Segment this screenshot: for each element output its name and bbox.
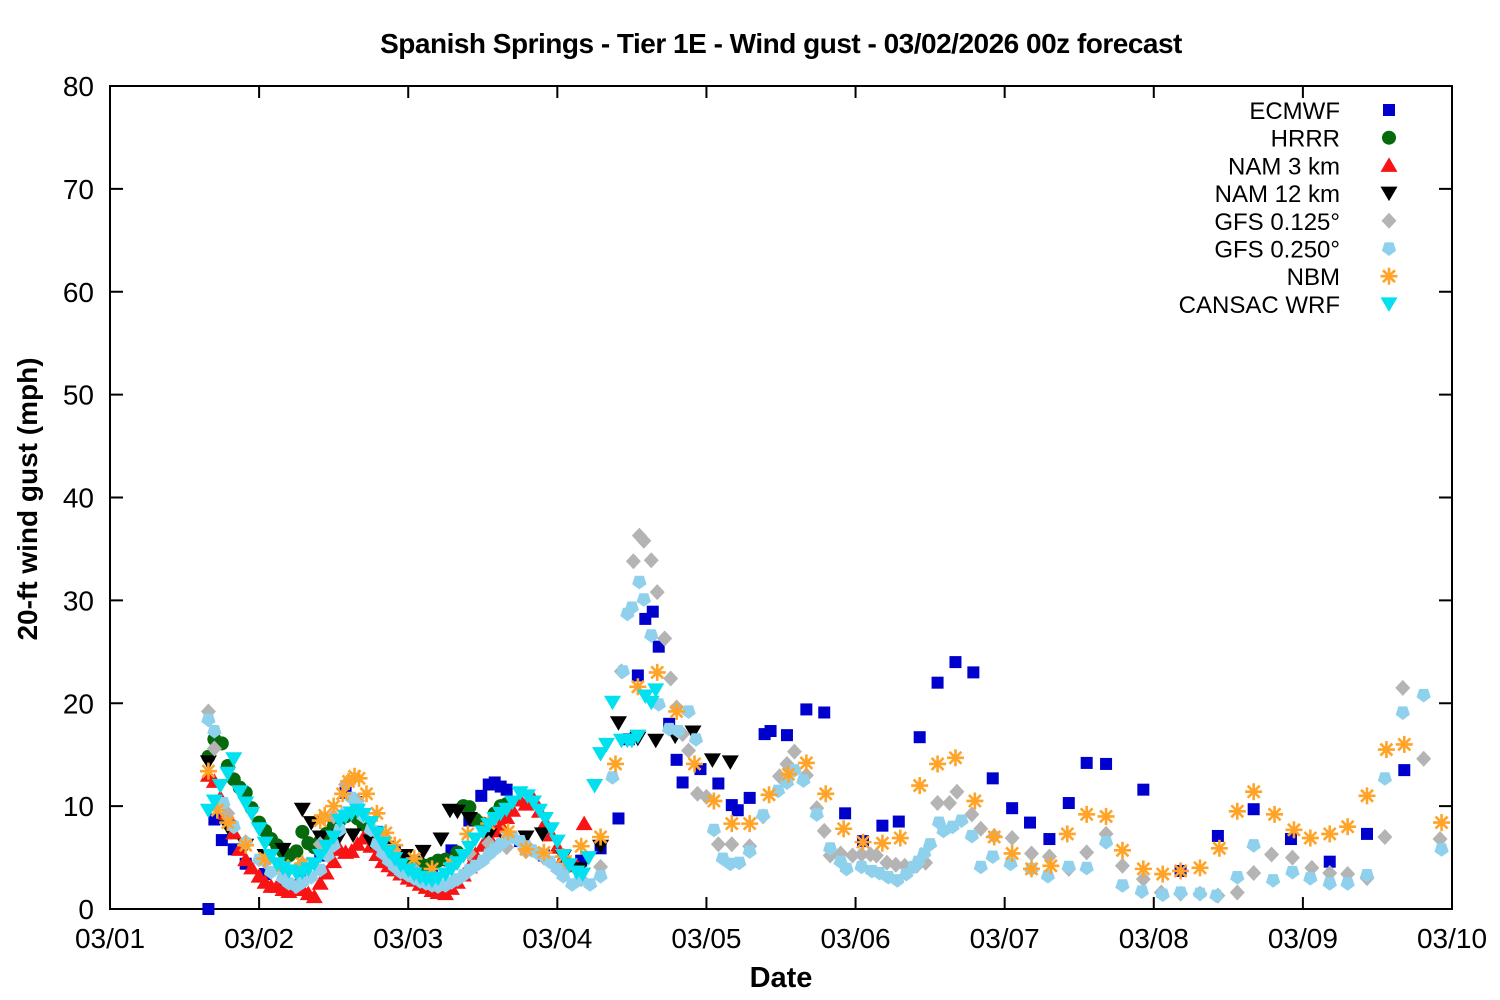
legend-marker-cansac-wrf <box>1380 297 1398 312</box>
legend-item-hrrr: HRRR <box>1271 126 1396 153</box>
legend-marker-hrrr <box>1382 130 1396 145</box>
y-tick-label: 50 <box>63 380 94 411</box>
legend-marker-ecmwf <box>1383 104 1395 116</box>
legend-label: NAM 3 km <box>1228 153 1340 180</box>
x-tick-label: 03/07 <box>970 923 1040 954</box>
series-nbm <box>199 663 1451 883</box>
legend-item-gfs-0-250: GFS 0.250° <box>1214 237 1397 264</box>
x-tick-label: 03/08 <box>1119 923 1189 954</box>
legend-item-ecmwf: ECMWF <box>1249 98 1395 125</box>
legend-label: CANSAC WRF <box>1179 292 1340 319</box>
legend-marker-nbm <box>1380 267 1398 285</box>
legend-item-cansac-wrf: CANSAC WRF <box>1179 292 1398 319</box>
legend-label: ECMWF <box>1249 98 1340 125</box>
legend-label: HRRR <box>1271 126 1340 153</box>
legend-label: GFS 0.250° <box>1214 237 1340 264</box>
legend-label: GFS 0.125° <box>1214 209 1340 236</box>
x-tick-label: 03/02 <box>224 923 294 954</box>
x-tick-label: 03/10 <box>1417 923 1487 954</box>
y-tick-label: 10 <box>63 791 94 822</box>
legend-marker-gfs-0-125 <box>1381 212 1397 229</box>
y-tick-label: 20 <box>63 688 94 719</box>
legend-item-nam-3-km: NAM 3 km <box>1228 153 1398 180</box>
y-tick-label: 60 <box>63 277 94 308</box>
x-tick-label: 03/03 <box>373 923 443 954</box>
y-tick-label: 40 <box>63 483 94 514</box>
x-tick-label: 03/05 <box>671 923 741 954</box>
x-axis-label: Date <box>749 962 813 994</box>
chart-title: Spanish Springs - Tier 1E - Wind gust - … <box>380 28 1182 59</box>
legend-item-nbm: NBM <box>1287 264 1398 291</box>
series-cansac-wrf <box>199 683 665 889</box>
x-tick-label: 03/01 <box>75 923 145 954</box>
legend-marker-nam-3-km <box>1380 157 1398 172</box>
legend-marker-nam-12-km <box>1380 186 1398 202</box>
legend-marker-gfs-0-250 <box>1381 242 1397 256</box>
x-tick-label: 03/06 <box>821 923 891 954</box>
legend-label: NBM <box>1287 264 1340 291</box>
y-tick-label: 0 <box>78 894 94 925</box>
x-tick-label: 03/09 <box>1268 923 1338 954</box>
legend-label: NAM 12 km <box>1215 181 1340 208</box>
x-tick-label: 03/04 <box>522 923 592 954</box>
y-tick-label: 80 <box>63 71 94 102</box>
y-tick-label: 30 <box>63 585 94 616</box>
legend-item-nam-12-km: NAM 12 km <box>1215 181 1398 208</box>
y-tick-label: 70 <box>63 174 94 205</box>
series-gfs-0-250 <box>201 575 1449 904</box>
legend-item-gfs-0-125: GFS 0.125° <box>1214 209 1397 236</box>
